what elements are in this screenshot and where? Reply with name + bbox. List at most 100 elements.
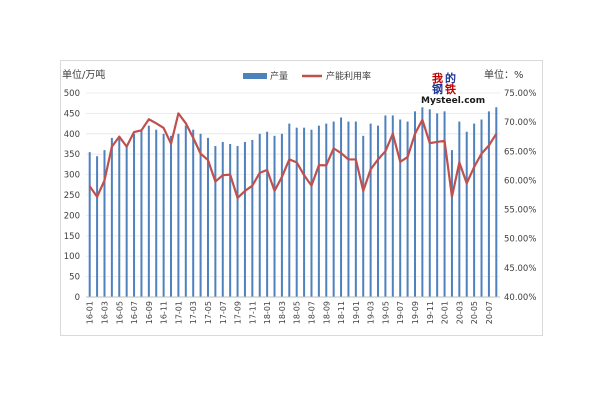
bar [88, 152, 91, 297]
bar [377, 125, 380, 297]
mysteel-logo-text: Mysteel.com [421, 96, 485, 106]
x-axis-tick-label: 19-05 [381, 301, 390, 324]
bar [96, 156, 99, 297]
bar [184, 125, 187, 297]
left-axis-unit-label: 单位/万吨 [62, 68, 105, 81]
right-axis-tick-label: 45.00% [504, 264, 536, 274]
bar [214, 146, 217, 297]
left-axis-tick-label: 300 [64, 171, 80, 181]
x-axis-tick-label: 19-03 [367, 301, 376, 324]
bar [384, 115, 387, 297]
bar [458, 121, 461, 297]
bar [280, 133, 283, 297]
x-axis-tick-label: 17-11 [248, 301, 257, 324]
bar [495, 107, 498, 297]
x-axis-tick-label: 20-07 [485, 301, 494, 324]
right-axis-tick-label: 65.00% [504, 147, 536, 157]
right-axis-tick-label: 75.00% [504, 89, 536, 99]
left-axis-tick-label: 400 [64, 130, 80, 140]
x-axis-tick-label: 16-03 [100, 301, 109, 324]
left-axis-tick-label: 350 [64, 150, 80, 160]
axis-layer: 0 50 100 150 200 250 300 350 400 450 500 40.00% 45.0… [64, 89, 537, 324]
x-axis-tick-label: 16-07 [130, 301, 139, 324]
bar [295, 127, 298, 298]
left-axis-tick-label: 450 [64, 109, 80, 119]
bar [436, 113, 439, 298]
bar [258, 133, 261, 297]
left-axis-tick-label: 150 [64, 232, 80, 242]
bar [273, 135, 276, 297]
bar [369, 123, 372, 297]
left-axis-tick-label: 50 [69, 273, 80, 283]
line-series-layer [88, 112, 498, 200]
bar [162, 133, 165, 297]
left-axis-tick-label: 200 [64, 211, 80, 221]
bar [465, 131, 468, 297]
left-axis-tick-label: 500 [64, 89, 80, 99]
legend-label-utilization: 产能利用率 [326, 70, 371, 82]
mysteel-logo-mark: 我 [432, 71, 443, 85]
left-axis-tick-label: 100 [64, 252, 80, 262]
right-axis-tick-label: 40.00% [504, 293, 536, 303]
bar [317, 125, 320, 297]
bar [310, 129, 313, 297]
bar [192, 129, 195, 297]
bar [199, 133, 202, 297]
right-axis-tick-label: 55.00% [504, 206, 536, 216]
bar [206, 137, 209, 297]
utilization-line [88, 112, 498, 200]
left-axis-tick-label: 250 [64, 191, 80, 201]
bar [170, 135, 173, 297]
x-axis-tick-label: 18-09 [322, 301, 331, 324]
bar [221, 141, 224, 297]
bar [236, 146, 239, 297]
left-axis-tick-label: 0 [75, 293, 80, 303]
x-axis-tick-label: 17-09 [234, 301, 243, 324]
x-axis-tick-label: 17-03 [189, 301, 198, 324]
x-axis-tick-label: 20-03 [455, 301, 464, 324]
x-axis-tick-label: 17-07 [219, 301, 228, 324]
x-axis-tick-label: 18-07 [307, 301, 316, 324]
svg-text:的: 的 [445, 71, 456, 85]
bar [480, 119, 483, 298]
bar [177, 133, 180, 297]
bar [443, 111, 446, 297]
x-axis-tick-label: 18-01 [263, 301, 272, 324]
x-axis-tick-label: 19-07 [396, 301, 405, 324]
bar [147, 125, 150, 297]
x-axis-tick-label: 16-01 [86, 301, 95, 324]
x-axis-tick-label: 18-11 [337, 301, 346, 324]
bar [428, 109, 431, 297]
bar [406, 121, 409, 297]
bar [391, 115, 394, 297]
mysteel-logo: 我 的 钢 铁 Mysteel.com [421, 70, 485, 106]
bar [103, 150, 106, 297]
right-axis-tick-label: 60.00% [504, 176, 536, 186]
legend: 产量 产能利用率 [243, 70, 371, 82]
bar [399, 119, 402, 298]
bar [155, 129, 158, 297]
legend-swatch-output [243, 73, 267, 79]
bar-series-layer [88, 107, 498, 298]
x-axis-tick-label: 16-05 [115, 301, 124, 324]
bar [229, 144, 232, 297]
grid-layer [86, 92, 500, 278]
bar [487, 111, 490, 297]
bar [118, 135, 121, 297]
bar [450, 150, 453, 297]
bar [325, 123, 328, 297]
x-axis-tick-label: 18-05 [293, 301, 302, 324]
bar [140, 129, 143, 297]
x-axis-tick-label: 19-09 [411, 301, 420, 324]
bar [362, 135, 365, 297]
bar [421, 107, 424, 297]
x-axis-tick-label: 18-03 [278, 301, 287, 324]
bar [266, 131, 269, 297]
legend-label-output: 产量 [270, 70, 288, 82]
svg-text:钢: 钢 [432, 82, 443, 96]
bar [340, 117, 343, 297]
bar [413, 111, 416, 297]
x-axis-tick-label: 17-05 [204, 301, 213, 324]
x-axis-tick-label: 19-01 [352, 301, 361, 324]
